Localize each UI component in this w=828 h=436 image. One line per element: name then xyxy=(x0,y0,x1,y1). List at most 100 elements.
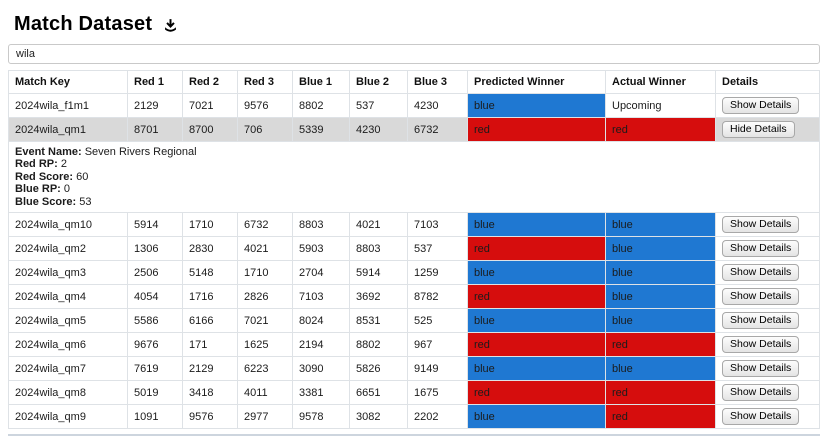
details-cell: Show Details xyxy=(715,284,820,310)
show-details-button[interactable]: Show Details xyxy=(722,216,800,234)
score-cell: 9576 xyxy=(237,93,293,118)
table-row: 2024wila_qm10 5914 1710 6732 8803 4021 7103 blu… xyxy=(8,212,820,238)
score-cell: 5339 xyxy=(292,117,350,142)
show-details-button[interactable]: Show Details xyxy=(722,97,800,114)
table-row: 2024wila_qm2 1306 2830 4021 5903 8803 537 red bl… xyxy=(8,236,820,262)
match-key-cell: 2024wila_qm5 xyxy=(8,308,128,334)
column-header: Match Key xyxy=(8,70,128,94)
score-cell: 9149 xyxy=(407,356,468,382)
score-cell: 8531 xyxy=(349,308,408,334)
score-cell: 8782 xyxy=(407,284,468,310)
show-details-button[interactable]: Show Details xyxy=(722,240,800,258)
predicted-winner-cell: red xyxy=(467,236,606,262)
expanded-details-cell: Event Name: Seven Rivers Regional Red RP:… xyxy=(8,140,820,214)
show-details-button[interactable]: Show Details xyxy=(722,360,800,378)
match-key-cell: 2024wila_qm10 xyxy=(8,212,128,238)
score-cell: 2194 xyxy=(292,332,350,358)
score-cell: 3692 xyxy=(349,284,408,310)
actual-winner-cell: red xyxy=(605,404,716,430)
table-row: 2024wila_qm4 4054 1716 2826 7103 3692 8782 red b… xyxy=(8,284,820,310)
match-table-body: 2024wila_f1m1 2129 7021 9576 8802 537 4230 blue… xyxy=(8,93,820,430)
score-cell: 3082 xyxy=(349,404,408,430)
score-cell: 8701 xyxy=(127,117,183,142)
show-details-button[interactable]: Show Details xyxy=(722,408,800,426)
match-key-cell: 2024wila_qm7 xyxy=(8,356,128,382)
score-cell: 1091 xyxy=(127,404,183,430)
match-key-cell: 2024wila_qm1 xyxy=(8,117,128,142)
score-cell: 5914 xyxy=(127,212,183,238)
table-row: 2024wila_qm6 9676 171 1625 2194 8802 967 red red… xyxy=(8,332,820,358)
column-header: Actual Winner xyxy=(605,70,716,94)
predicted-winner-cell: red xyxy=(467,332,606,358)
predicted-winner-cell: red xyxy=(467,284,606,310)
score-cell: 3418 xyxy=(182,380,238,406)
score-cell: 5148 xyxy=(182,260,238,286)
search-input[interactable] xyxy=(8,44,820,64)
score-cell: 4230 xyxy=(349,117,408,142)
detail-label: Red RP: xyxy=(15,158,58,171)
details-cell: Show Details xyxy=(715,308,820,334)
show-details-button[interactable]: Show Details xyxy=(722,336,800,354)
score-cell: 2129 xyxy=(127,93,183,118)
score-cell: 6223 xyxy=(237,356,293,382)
hide-details-button[interactable]: Hide Details xyxy=(722,121,795,138)
score-cell: 4021 xyxy=(349,212,408,238)
score-cell: 525 xyxy=(407,308,468,334)
score-cell: 1259 xyxy=(407,260,468,286)
score-cell: 4021 xyxy=(237,236,293,262)
predicted-winner-cell: red xyxy=(467,380,606,406)
score-cell: 5914 xyxy=(349,260,408,286)
score-cell: 5586 xyxy=(127,308,183,334)
score-cell: 537 xyxy=(349,93,408,118)
score-cell: 6732 xyxy=(237,212,293,238)
details-cell: Show Details xyxy=(715,236,820,262)
details-cell: Hide Details xyxy=(715,117,820,142)
actual-winner-cell: Upcoming xyxy=(605,93,716,118)
details-cell: Show Details xyxy=(715,332,820,358)
score-cell: 6732 xyxy=(407,117,468,142)
actual-winner-cell: red xyxy=(605,332,716,358)
page-header: Match Dataset xyxy=(14,13,820,36)
actual-winner-cell: red xyxy=(605,380,716,406)
details-cell: Show Details xyxy=(715,356,820,382)
score-cell: 1625 xyxy=(237,332,293,358)
score-cell: 9576 xyxy=(182,404,238,430)
match-key-cell: 2024wila_qm9 xyxy=(8,404,128,430)
score-cell: 967 xyxy=(407,332,468,358)
detail-label: Blue RP: xyxy=(15,183,61,196)
table-row: 2024wila_qm1 8701 8700 706 5339 4230 6732 red re… xyxy=(8,117,820,142)
score-cell: 9676 xyxy=(127,332,183,358)
match-table: Match Key Red 1 Red 2 Red 3 Blue 1 Blue 2 Blue… xyxy=(8,70,820,430)
match-key-cell: 2024wila_qm2 xyxy=(8,236,128,262)
score-cell: 7619 xyxy=(127,356,183,382)
table-row: 2024wila_qm8 5019 3418 4011 3381 6651 1675 red r… xyxy=(8,380,820,406)
score-cell: 171 xyxy=(182,332,238,358)
score-cell: 706 xyxy=(237,117,293,142)
score-cell: 537 xyxy=(407,236,468,262)
show-details-button[interactable]: Show Details xyxy=(722,288,800,306)
actual-winner-cell: blue xyxy=(605,260,716,286)
actual-winner-cell: red xyxy=(605,117,716,142)
column-header: Red 2 xyxy=(182,70,238,94)
score-cell: 8802 xyxy=(349,332,408,358)
header-row: Match Key Red 1 Red 2 Red 3 Blue 1 Blue 2 Blue… xyxy=(8,70,820,94)
match-key-cell: 2024wila_qm6 xyxy=(8,332,128,358)
column-header: Red 3 xyxy=(237,70,293,94)
match-key-cell: 2024wila_f1m1 xyxy=(8,93,128,118)
actual-winner-cell: blue xyxy=(605,236,716,262)
score-cell: 4011 xyxy=(237,380,293,406)
predicted-winner-cell: red xyxy=(467,117,606,142)
column-header: Blue 2 xyxy=(349,70,408,94)
show-details-button[interactable]: Show Details xyxy=(722,264,800,282)
show-details-button[interactable]: Show Details xyxy=(722,312,800,330)
expanded-details-row: Event Name: Seven Rivers Regional Red RP:… xyxy=(8,140,820,214)
download-icon[interactable] xyxy=(163,18,178,33)
show-details-button[interactable]: Show Details xyxy=(722,384,800,402)
score-cell: 8802 xyxy=(292,93,350,118)
details-cell: Show Details xyxy=(715,404,820,430)
score-cell: 4054 xyxy=(127,284,183,310)
score-cell: 2202 xyxy=(407,404,468,430)
expanded-detail-line: Blue Score: 53 xyxy=(15,195,92,208)
score-cell: 3090 xyxy=(292,356,350,382)
